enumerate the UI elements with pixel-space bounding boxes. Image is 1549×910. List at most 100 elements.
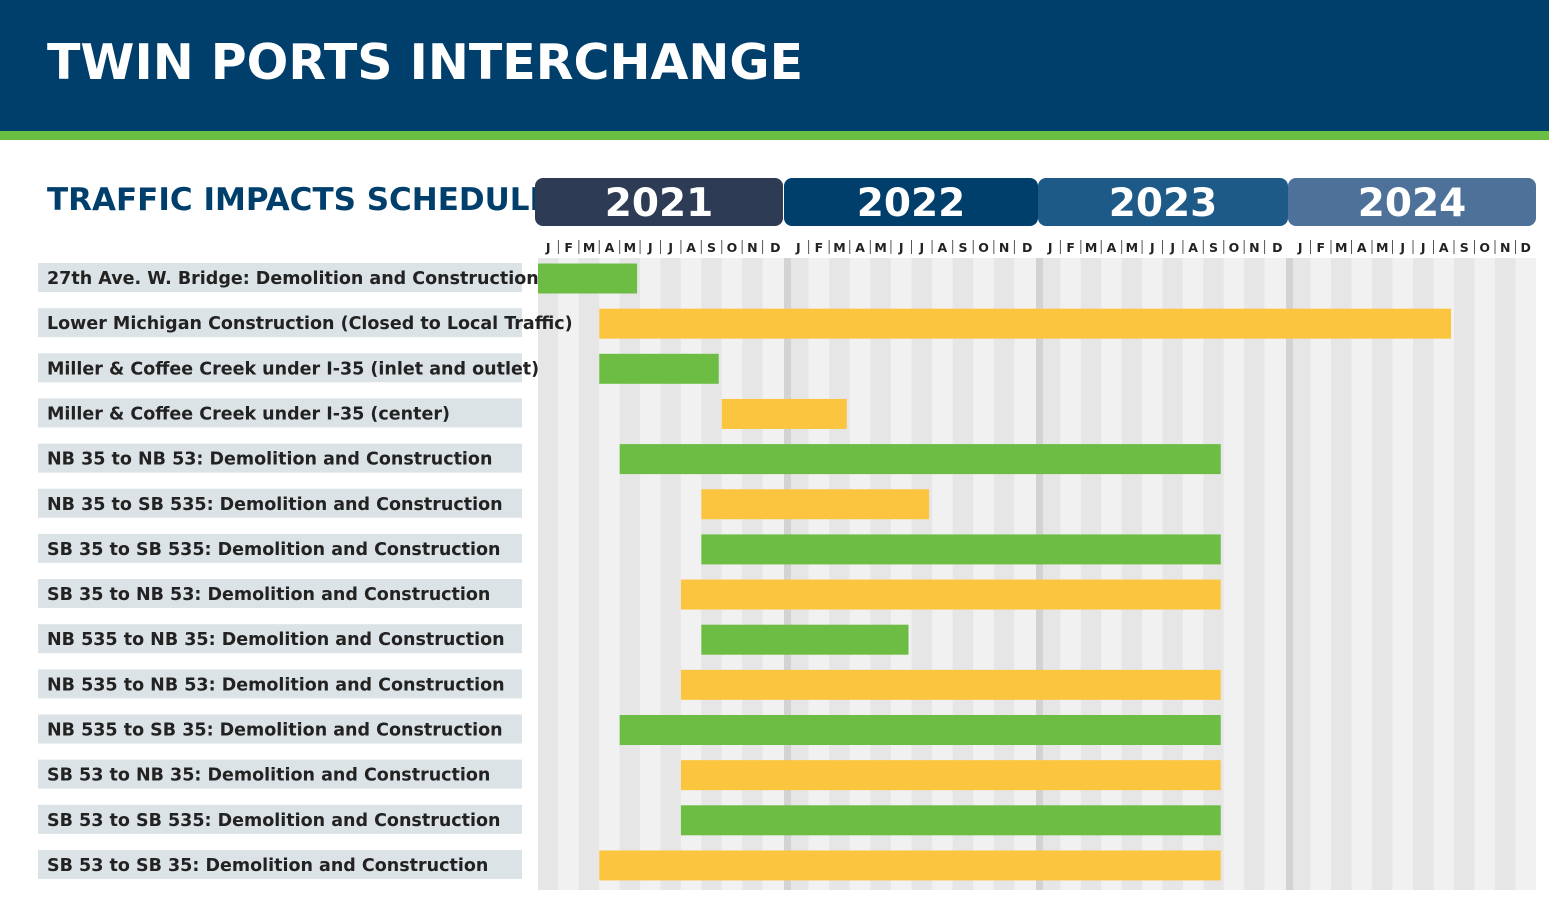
row-label-background bbox=[38, 443, 522, 473]
month-column bbox=[1162, 258, 1183, 890]
month-column bbox=[1040, 258, 1061, 890]
month-column bbox=[660, 258, 681, 890]
month-label: J bbox=[1399, 240, 1405, 255]
month-column bbox=[870, 258, 891, 890]
year-divider bbox=[784, 258, 791, 890]
month-column bbox=[742, 258, 763, 890]
gantt-bar bbox=[680, 669, 1221, 700]
month-column bbox=[1142, 258, 1163, 890]
month-column bbox=[911, 258, 933, 890]
month-label: J bbox=[1169, 240, 1175, 255]
chart-subtitle: TRAFFIC IMPACTS SCHEDULE bbox=[47, 182, 551, 218]
month-column bbox=[788, 258, 809, 890]
month-label: A bbox=[1188, 240, 1198, 255]
month-column bbox=[1495, 258, 1516, 890]
gantt-bar bbox=[599, 353, 719, 384]
month-column bbox=[1121, 258, 1143, 890]
row-label-background bbox=[38, 624, 522, 654]
month-column bbox=[538, 258, 559, 890]
year-label: 2023 bbox=[1109, 181, 1218, 226]
year-header-2021 bbox=[535, 178, 783, 226]
row-label-background bbox=[38, 533, 522, 563]
task-label: SB 35 to SB 535: Demolition and Construc… bbox=[47, 540, 501, 560]
row-label-background bbox=[38, 804, 522, 834]
row-label-background bbox=[38, 714, 522, 744]
gantt-bar bbox=[680, 760, 1221, 791]
month-column bbox=[1182, 258, 1204, 890]
month-column bbox=[1351, 258, 1372, 890]
month-label: A bbox=[605, 240, 615, 255]
task-label: NB 35 to NB 53: Demolition and Construct… bbox=[47, 450, 492, 470]
month-column bbox=[993, 258, 1015, 890]
task-label: Miller & Coffee Creek under I-35 (inlet … bbox=[47, 359, 539, 379]
month-label: M bbox=[833, 240, 845, 255]
month-label: M bbox=[874, 240, 886, 255]
task-label: NB 535 to NB 53: Demolition and Construc… bbox=[47, 675, 505, 695]
month-label: A bbox=[938, 240, 948, 255]
month-column bbox=[619, 258, 641, 890]
month-column bbox=[1474, 258, 1495, 890]
row-label-background bbox=[38, 353, 522, 383]
task-label: 27th Ave. W. Bridge: Demolition and Cons… bbox=[47, 269, 539, 289]
month-column bbox=[1264, 258, 1290, 890]
month-label: N bbox=[999, 240, 1009, 255]
year-divider bbox=[1036, 258, 1043, 890]
month-label: O bbox=[1229, 240, 1240, 255]
gantt-bar bbox=[599, 308, 1451, 339]
month-column bbox=[680, 258, 702, 890]
month-label: O bbox=[978, 240, 989, 255]
month-column bbox=[952, 258, 974, 890]
month-column bbox=[1080, 258, 1102, 890]
gantt-bar bbox=[680, 579, 1221, 610]
month-column bbox=[1413, 258, 1434, 890]
task-label: NB 35 to SB 535: Demolition and Construc… bbox=[47, 495, 503, 515]
task-label: SB 53 to SB 535: Demolition and Construc… bbox=[47, 811, 501, 831]
row-label-background bbox=[38, 849, 522, 879]
task-label: Miller & Coffee Creek under I-35 (center… bbox=[47, 404, 450, 424]
month-label: D bbox=[1521, 240, 1531, 255]
month-label: A bbox=[686, 240, 696, 255]
month-column bbox=[640, 258, 661, 890]
gantt-bar bbox=[721, 398, 847, 429]
month-column bbox=[701, 258, 722, 890]
gantt-bar bbox=[701, 624, 909, 655]
month-label: J bbox=[918, 240, 924, 255]
gantt-bar bbox=[619, 715, 1221, 745]
month-column bbox=[558, 258, 579, 890]
month-label: J bbox=[1420, 240, 1426, 255]
month-column bbox=[829, 258, 850, 890]
row-label-background bbox=[38, 669, 522, 699]
month-label: M bbox=[1376, 240, 1388, 255]
month-label: S bbox=[1209, 240, 1218, 255]
month-column bbox=[808, 258, 830, 890]
month-column bbox=[599, 258, 620, 890]
month-column bbox=[721, 258, 743, 890]
gantt-bar bbox=[619, 444, 1221, 475]
row-label-background bbox=[38, 579, 522, 609]
month-column bbox=[973, 258, 994, 890]
month-column bbox=[1244, 258, 1265, 890]
task-label: SB 35 to NB 53: Demolition and Construct… bbox=[47, 585, 490, 605]
month-column bbox=[1101, 258, 1122, 890]
row-label-background bbox=[38, 263, 522, 292]
year-label: 2021 bbox=[605, 181, 714, 226]
year-header-2022 bbox=[784, 178, 1038, 226]
gantt-bar bbox=[701, 489, 930, 520]
month-label: M bbox=[1085, 240, 1097, 255]
month-label: N bbox=[747, 240, 757, 255]
month-label: F bbox=[1066, 240, 1075, 255]
month-column bbox=[890, 258, 912, 890]
month-label: S bbox=[1460, 240, 1469, 255]
month-label: N bbox=[1249, 240, 1259, 255]
month-label: J bbox=[898, 240, 904, 255]
month-label: A bbox=[1107, 240, 1117, 255]
task-label: NB 535 to SB 35: Demolition and Construc… bbox=[47, 721, 503, 741]
month-column bbox=[1515, 258, 1536, 890]
year-header-2024 bbox=[1288, 178, 1536, 226]
month-label: A bbox=[1439, 240, 1449, 255]
row-label-background bbox=[38, 759, 522, 789]
header-accent-stripe bbox=[0, 131, 1549, 140]
month-column bbox=[1290, 258, 1311, 890]
month-label: J bbox=[795, 240, 801, 255]
